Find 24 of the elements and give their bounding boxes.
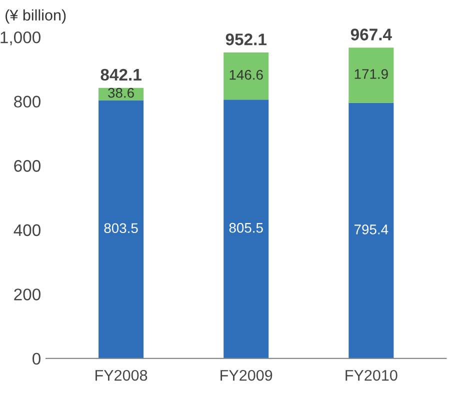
data-label: 805.5	[229, 222, 263, 233]
bar	[224, 52, 269, 100]
y-tick-label: 600	[14, 160, 40, 172]
total-label: 952.1	[226, 34, 266, 46]
x-tick-label: FY2010	[346, 370, 398, 381]
y-tick-label: 200	[14, 288, 40, 300]
data-label: 171.9	[354, 69, 388, 79]
data-label: 803.5	[104, 223, 138, 234]
x-tick-label: FY2008	[96, 370, 148, 381]
y-tick-label: 1,000	[0, 31, 40, 46]
data-label: 146.6	[230, 70, 263, 80]
data-label: 38.6	[108, 88, 134, 98]
x-tick-label: FY2009	[220, 370, 272, 381]
bar	[348, 48, 394, 103]
total-label: 967.4	[350, 28, 392, 40]
y-axis-title: (¥ billion)	[6, 9, 66, 24]
y-tick-label: 0	[32, 352, 40, 365]
bar	[348, 102, 394, 358]
bar	[98, 100, 144, 358]
data-label: 795.4	[354, 224, 388, 234]
total-label: 842.1	[100, 68, 142, 81]
bar	[224, 100, 269, 358]
y-tick-label: 800	[14, 96, 40, 108]
y-tick-label: 400	[14, 224, 40, 236]
